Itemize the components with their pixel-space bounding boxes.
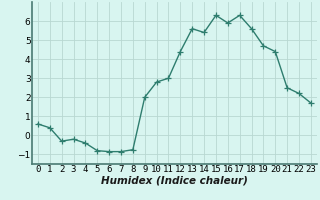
X-axis label: Humidex (Indice chaleur): Humidex (Indice chaleur) bbox=[101, 175, 248, 185]
